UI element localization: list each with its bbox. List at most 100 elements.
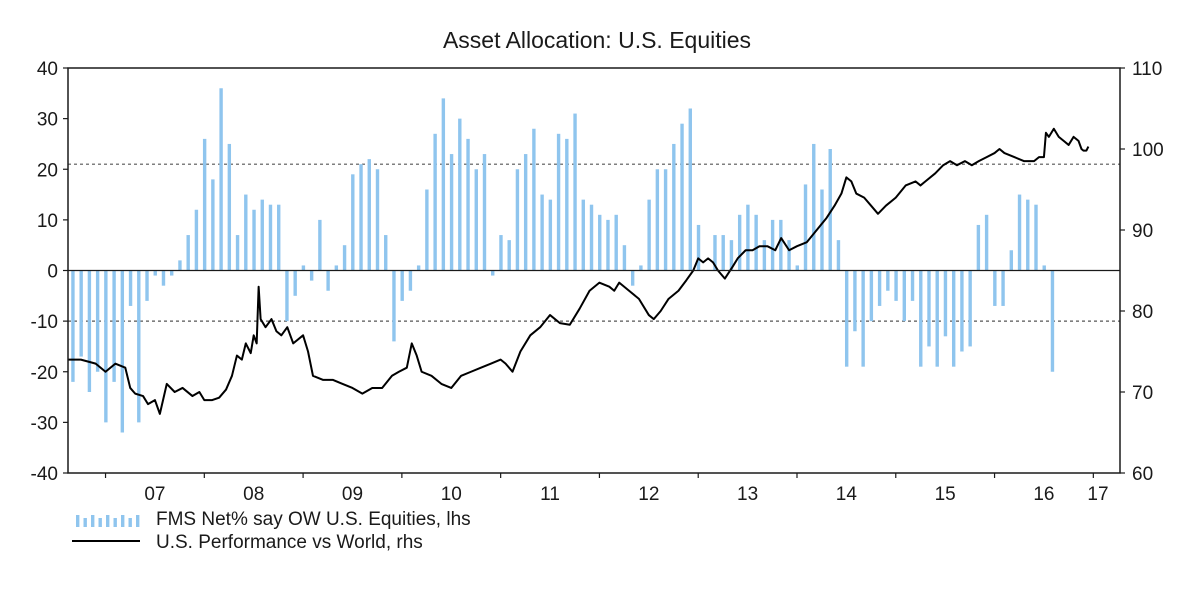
x-axis: 07 08 09 10 11 12 13 14 15 16 17 bbox=[104, 473, 1109, 505]
bar bbox=[943, 270, 948, 337]
bar bbox=[1050, 270, 1055, 372]
right-tick-label: 100 bbox=[1132, 140, 1164, 161]
bar bbox=[367, 159, 371, 271]
bar bbox=[285, 270, 289, 322]
x-tick-label: 10 bbox=[441, 484, 462, 505]
bar bbox=[886, 270, 890, 291]
bar bbox=[392, 270, 396, 342]
bar bbox=[540, 194, 544, 271]
bar bbox=[713, 235, 717, 271]
left-tick-label: -20 bbox=[31, 363, 58, 384]
bar bbox=[416, 265, 421, 271]
left-tick-label: -40 bbox=[31, 464, 58, 485]
bar bbox=[120, 270, 125, 433]
bar bbox=[507, 240, 511, 271]
bar bbox=[1034, 204, 1038, 271]
x-tick-label: 16 bbox=[1033, 484, 1054, 505]
bar bbox=[902, 270, 906, 322]
bar bbox=[968, 270, 972, 347]
bar bbox=[688, 108, 692, 271]
bar bbox=[812, 143, 816, 271]
bar bbox=[260, 199, 264, 271]
bar bbox=[960, 270, 964, 352]
bar bbox=[622, 245, 627, 271]
legend-label-bars: FMS Net% say OW U.S. Equities, lhs bbox=[156, 509, 471, 530]
x-tick-label: 08 bbox=[243, 484, 264, 505]
bar bbox=[844, 270, 849, 367]
bar bbox=[342, 245, 347, 271]
legend-swatch-bar bbox=[106, 515, 110, 527]
left-tick-label: 0 bbox=[47, 262, 58, 283]
bar bbox=[301, 265, 306, 271]
bar bbox=[655, 169, 660, 271]
x-tick-label: 12 bbox=[638, 484, 659, 505]
bar bbox=[194, 209, 199, 271]
bar bbox=[449, 154, 454, 271]
bar bbox=[161, 270, 166, 286]
bar bbox=[515, 169, 520, 271]
bar bbox=[746, 204, 750, 271]
bar bbox=[803, 184, 808, 271]
bar bbox=[326, 270, 330, 291]
bar-series bbox=[71, 88, 1055, 433]
bar bbox=[441, 98, 446, 271]
bar bbox=[235, 235, 240, 271]
left-tick-label: 10 bbox=[37, 211, 58, 232]
bar bbox=[458, 118, 462, 271]
left-tick-label: 30 bbox=[37, 110, 58, 131]
bar bbox=[1026, 199, 1030, 271]
bar bbox=[277, 204, 281, 271]
x-tick-label: 13 bbox=[737, 484, 758, 505]
legend-swatch-bar bbox=[113, 518, 117, 527]
bar bbox=[589, 204, 594, 271]
bar bbox=[1001, 270, 1005, 306]
bar bbox=[779, 219, 783, 271]
left-tick-label: -10 bbox=[31, 312, 58, 333]
right-tick-label: 110 bbox=[1132, 59, 1162, 80]
bar bbox=[836, 240, 841, 271]
legend-swatch-bar bbox=[121, 515, 125, 527]
bar bbox=[951, 270, 956, 367]
bar bbox=[87, 270, 92, 392]
right-tick-label: 60 bbox=[1132, 464, 1153, 485]
bar bbox=[762, 240, 767, 271]
bar bbox=[919, 270, 923, 367]
bar bbox=[853, 270, 857, 332]
bar bbox=[877, 270, 882, 306]
right-tick-label: 70 bbox=[1132, 383, 1153, 404]
bar bbox=[1042, 265, 1046, 271]
bar bbox=[112, 270, 116, 382]
bar bbox=[334, 265, 339, 271]
bar bbox=[137, 270, 141, 423]
x-tick-label: 15 bbox=[935, 484, 956, 505]
bar bbox=[309, 270, 314, 281]
x-tick-label: 14 bbox=[836, 484, 858, 505]
bar bbox=[672, 143, 676, 271]
bar bbox=[71, 270, 75, 382]
bar bbox=[820, 189, 824, 271]
bar bbox=[795, 265, 799, 271]
bar bbox=[351, 174, 355, 271]
bar bbox=[211, 179, 215, 271]
bar bbox=[227, 143, 232, 271]
bar bbox=[680, 123, 684, 271]
bar bbox=[565, 138, 569, 271]
bar bbox=[927, 270, 931, 347]
bar bbox=[523, 154, 528, 271]
bar bbox=[178, 260, 182, 271]
left-axis: 40 30 20 10 0 -10 -20 -30 -40 bbox=[31, 59, 68, 485]
bar bbox=[861, 270, 865, 367]
bar bbox=[581, 199, 585, 271]
bar bbox=[606, 219, 610, 271]
bar bbox=[293, 270, 297, 296]
left-tick-label: 40 bbox=[37, 59, 58, 80]
bar bbox=[894, 270, 898, 301]
bar bbox=[984, 214, 989, 271]
bar bbox=[532, 128, 536, 271]
bar bbox=[433, 133, 437, 271]
right-tick-label: 80 bbox=[1132, 302, 1153, 323]
left-tick-label: -30 bbox=[31, 413, 58, 434]
bar bbox=[375, 169, 380, 271]
bar bbox=[696, 224, 701, 271]
